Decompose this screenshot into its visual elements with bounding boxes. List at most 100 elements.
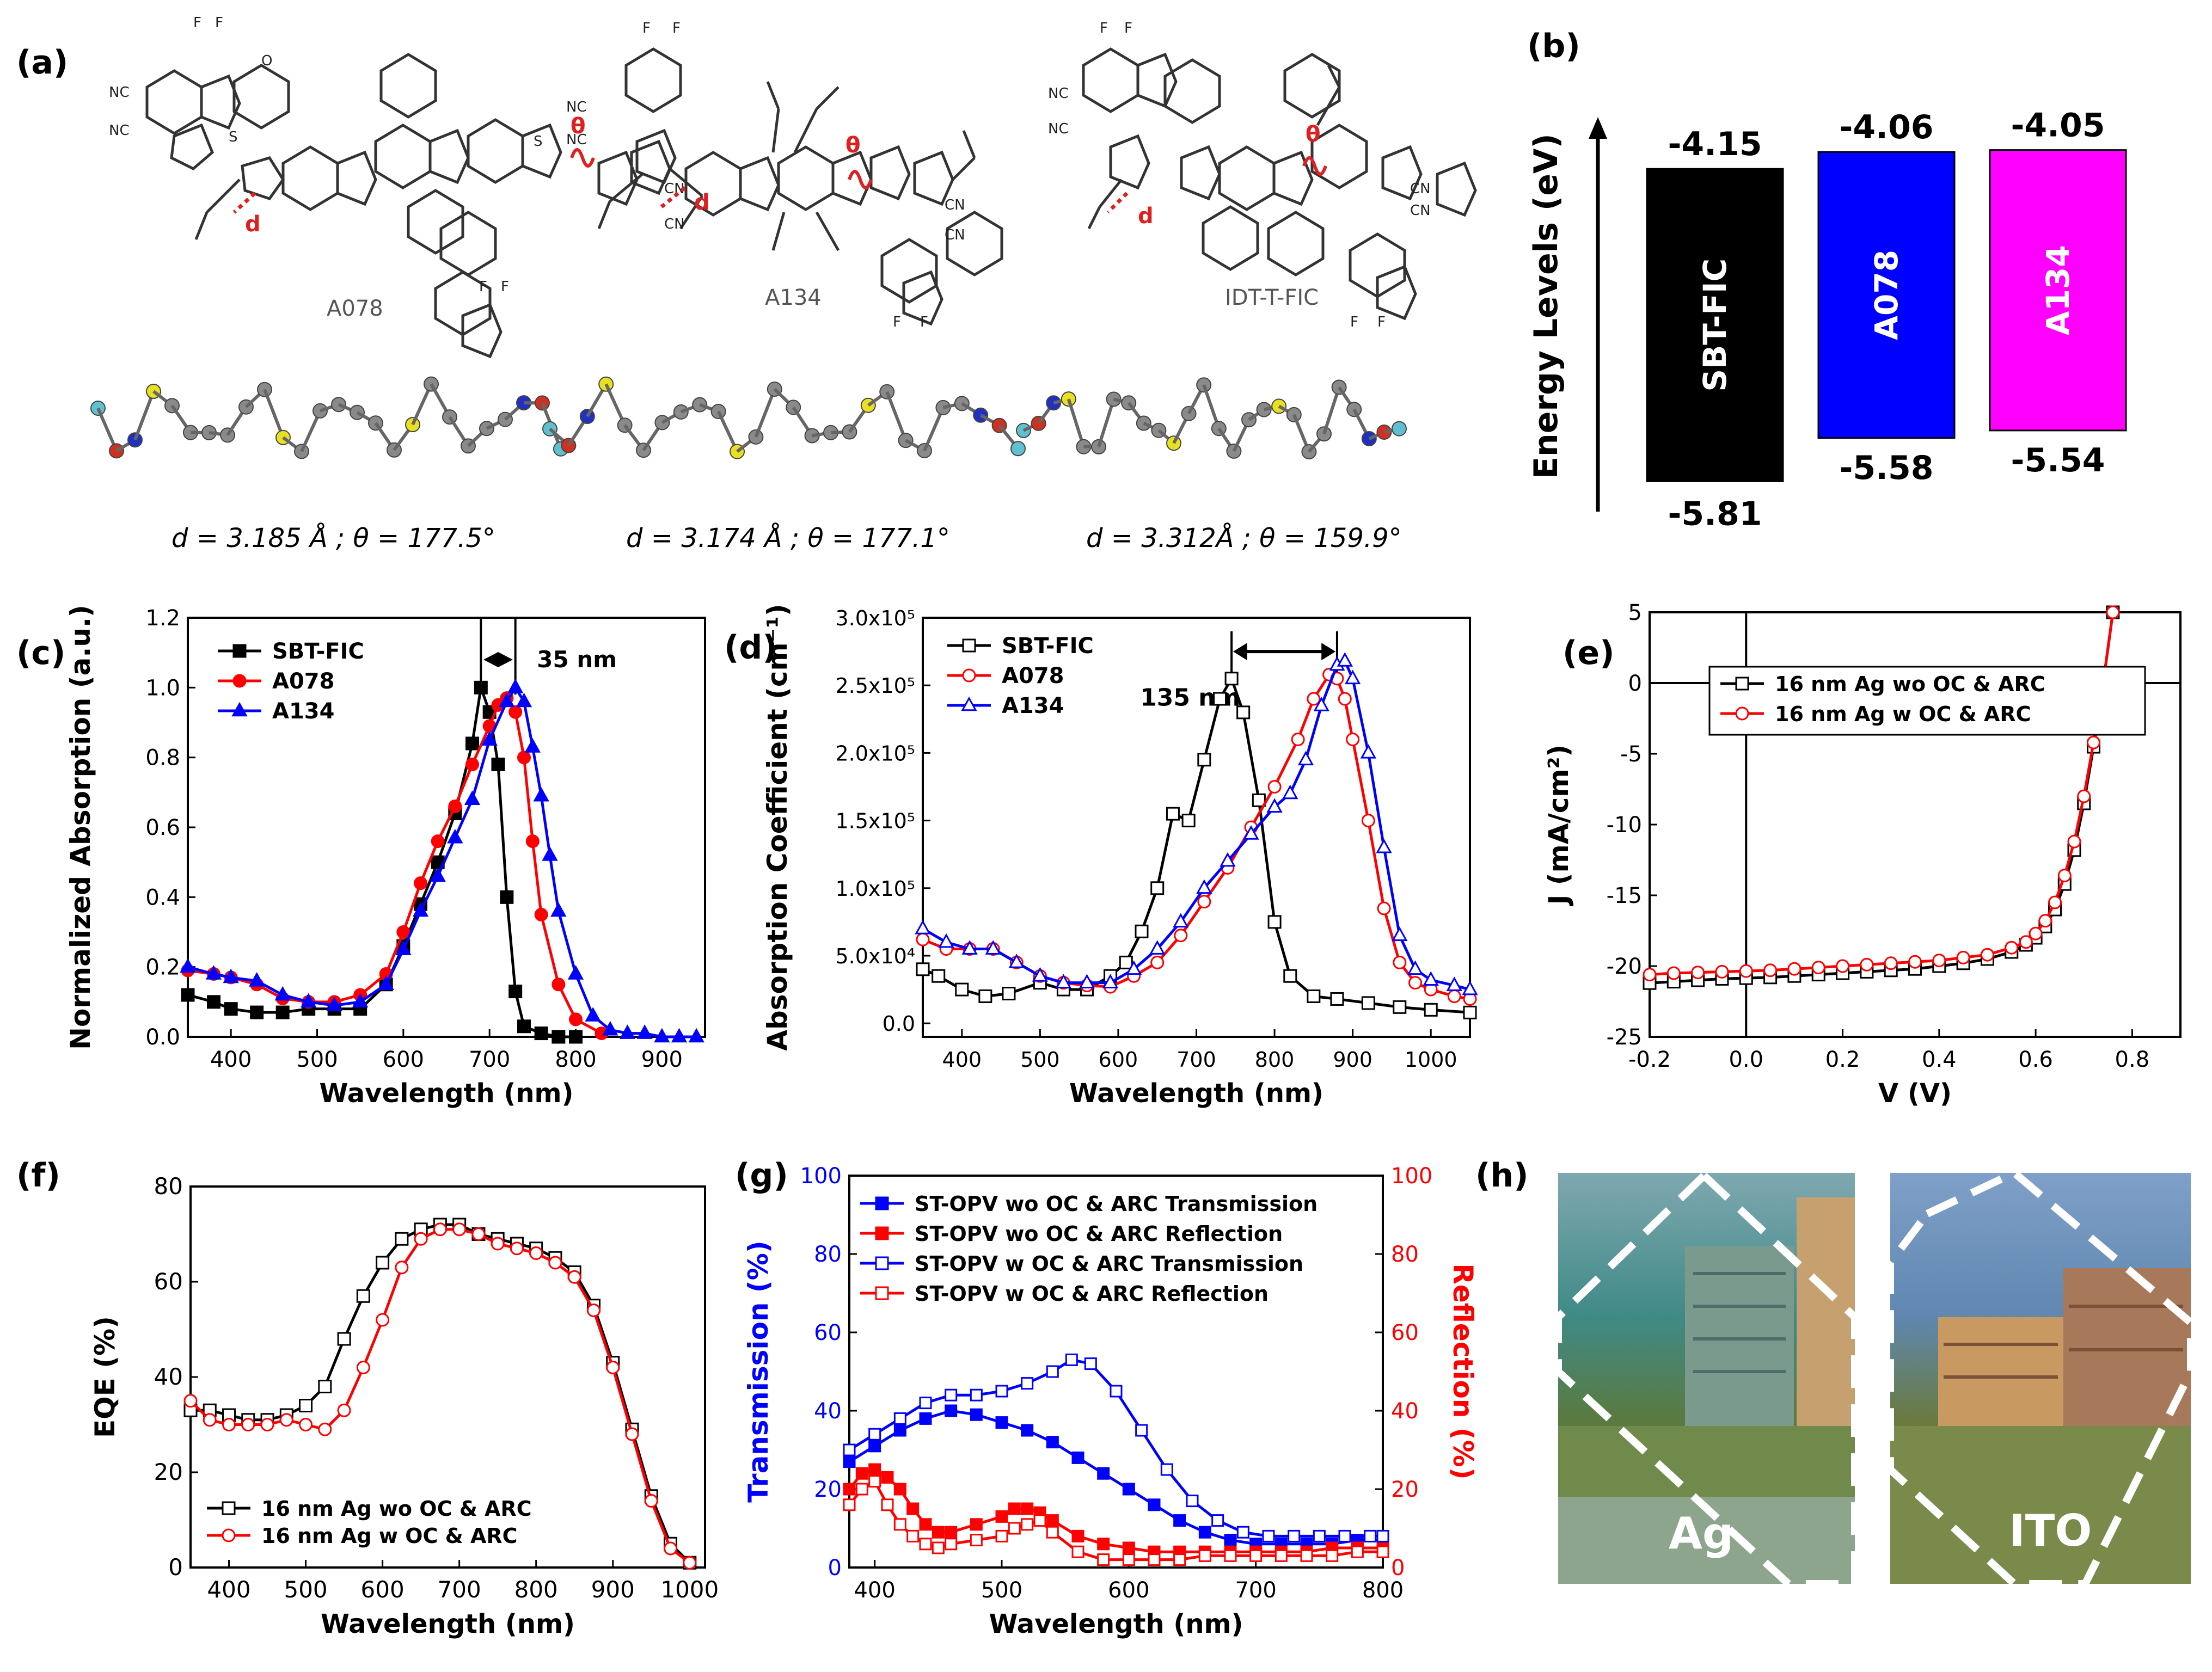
d-series-0 bbox=[916, 672, 1477, 1019]
d-data-point bbox=[1220, 852, 1236, 867]
c-data-point bbox=[550, 902, 567, 917]
energy-bar-A078 bbox=[1817, 151, 1956, 439]
chart-d-absorption-coefficient: 400 500 600 700 800 900 1000 0.0 5.0x10⁴ 1.0x10⁵ 1… bbox=[762, 604, 1478, 1109]
g-data-point bbox=[843, 1498, 856, 1511]
g-data-point bbox=[1224, 1534, 1237, 1547]
f-data-point bbox=[586, 1304, 601, 1317]
e-legend-label-1: 16 nm Ag w OC & ARC bbox=[1775, 702, 2031, 726]
d-data-point bbox=[955, 982, 969, 997]
group-cn-2: CN bbox=[945, 197, 965, 213]
group-nc-1: NC bbox=[109, 84, 130, 101]
c-data-point bbox=[508, 705, 523, 719]
group-o-1: O bbox=[261, 53, 272, 69]
bond bbox=[1097, 398, 1116, 447]
f-data-point bbox=[183, 1394, 198, 1408]
d-data-point bbox=[932, 969, 946, 983]
e-data-point bbox=[1739, 964, 1753, 978]
d-data-point bbox=[1055, 974, 1072, 988]
d-data-point bbox=[1393, 955, 1407, 969]
g-data-point bbox=[1300, 1549, 1313, 1562]
group-nc-1b: NC bbox=[109, 122, 130, 139]
g-data-point bbox=[932, 1526, 945, 1539]
d-data-point bbox=[1267, 779, 1282, 794]
energy-bar-label-A134: A134 bbox=[2039, 245, 2076, 335]
g-data-point bbox=[893, 1483, 906, 1496]
c-data-point bbox=[534, 1026, 548, 1041]
bond bbox=[754, 388, 776, 438]
g-data-point bbox=[855, 1467, 868, 1480]
g-legend-marker-1 bbox=[875, 1226, 889, 1240]
d-data-point bbox=[1408, 976, 1422, 990]
e-ytick-label: -20 bbox=[1607, 954, 1642, 979]
f-xtick-label: 1000 bbox=[660, 1576, 719, 1603]
c-data-point bbox=[301, 993, 317, 1008]
g-data-point bbox=[1364, 1529, 1377, 1542]
c-data-point bbox=[249, 972, 265, 987]
c-data-point bbox=[224, 1002, 238, 1016]
c-data-point bbox=[205, 965, 222, 980]
g-data-point bbox=[919, 1538, 932, 1551]
g-data-point bbox=[868, 1463, 881, 1476]
d-data-point bbox=[1462, 980, 1478, 995]
panel-label-c: (c) bbox=[16, 634, 65, 672]
f-xtick-label: 700 bbox=[438, 1576, 481, 1603]
photo-ag: Ag bbox=[1554, 1170, 1859, 1588]
c-data-point bbox=[274, 986, 291, 1001]
d-legend: SBT-FIC A078 A134 bbox=[947, 634, 1094, 718]
e-xtick-label: 0.6 bbox=[2018, 1047, 2053, 1072]
photo-ag-label: Ag bbox=[1669, 1508, 1733, 1559]
d-legend-label-1: A078 bbox=[1002, 663, 1064, 689]
group-nc-3b: NC bbox=[1048, 121, 1069, 137]
g-legend: ST-OPV wo OC & ARC Transmission ST-OPV wo… bbox=[860, 1192, 1318, 1306]
g-data-point bbox=[893, 1424, 906, 1437]
c-arrow-right bbox=[498, 652, 513, 667]
g-data-point bbox=[1122, 1483, 1135, 1496]
e-data-point bbox=[1908, 955, 1922, 969]
d-data-point bbox=[1307, 692, 1321, 706]
homo-value-A134: -5.54 bbox=[2011, 441, 2105, 480]
g-data-point bbox=[1071, 1545, 1084, 1558]
c-data-point bbox=[534, 907, 548, 921]
g-data-point bbox=[1021, 1518, 1034, 1531]
g-data-point bbox=[1173, 1514, 1186, 1527]
d-contact-line-3 bbox=[1106, 192, 1129, 214]
annot-d-2: d bbox=[694, 190, 710, 215]
g-data-point bbox=[945, 1388, 958, 1401]
annot-theta-3: θ bbox=[1306, 122, 1320, 147]
e-data-point bbox=[1932, 954, 1946, 968]
f-data-point bbox=[318, 1422, 332, 1436]
c-data-point bbox=[395, 941, 412, 955]
g-data-point bbox=[945, 1404, 958, 1417]
f-data-point bbox=[625, 1427, 639, 1441]
d-legend-marker-2 bbox=[961, 696, 977, 711]
bond bbox=[885, 391, 908, 441]
d-data-point bbox=[1360, 744, 1376, 759]
g-data-point bbox=[843, 1455, 856, 1468]
c-data-point bbox=[430, 867, 446, 882]
g-data-point bbox=[906, 1529, 920, 1542]
panel-label-b: (b) bbox=[1527, 27, 1580, 65]
f-legend: 16 nm Ag wo OC & ARC 16 nm Ag w OC & ARC bbox=[207, 1497, 532, 1548]
d-data-point bbox=[1291, 733, 1305, 747]
panel-label-h: (h) bbox=[1475, 1157, 1529, 1195]
annot-theta-2: θ bbox=[845, 133, 860, 158]
c-data-point bbox=[378, 975, 394, 991]
molecule-params-1: d = 3.185 Å ; θ = 177.5° bbox=[171, 522, 495, 554]
c-data-point bbox=[464, 790, 481, 805]
f-legend-marker-1 bbox=[222, 1528, 236, 1542]
g-data-point bbox=[1033, 1514, 1046, 1527]
g-data-point bbox=[868, 1475, 881, 1488]
d-contact-line-1 bbox=[232, 192, 256, 214]
bond bbox=[96, 407, 118, 452]
e-series-1 bbox=[1643, 605, 2120, 982]
d-data-point bbox=[1243, 825, 1259, 840]
g-series-line-0 bbox=[848, 1409, 1383, 1546]
c-series-1 bbox=[181, 691, 609, 1041]
e-legend: 16 nm Ag wo OC & ARC 16 nm Ag w OC & ARC bbox=[1708, 666, 2146, 736]
d-xtick-label: 500 bbox=[1020, 1048, 1060, 1072]
molecule-name-1: A078 bbox=[327, 296, 383, 321]
f-ytick-label: 40 bbox=[154, 1363, 183, 1390]
c-xtick-label: 800 bbox=[555, 1047, 596, 1072]
f-data-point bbox=[279, 1413, 293, 1427]
g-data-point bbox=[970, 1388, 983, 1401]
